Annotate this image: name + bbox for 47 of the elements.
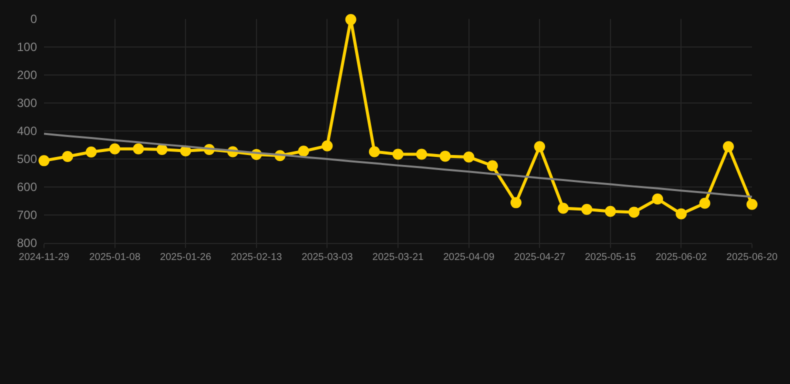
y-tick-label: 800 xyxy=(16,236,38,250)
x-tick-label: 2025-03-03 xyxy=(302,252,354,263)
y-tick-label: 300 xyxy=(16,96,38,110)
x-tick-label: 2025-04-27 xyxy=(514,252,566,263)
y-tick-label: 600 xyxy=(16,180,38,194)
point xyxy=(699,198,710,209)
y-tick-label: 0 xyxy=(30,12,38,26)
point xyxy=(38,155,50,166)
point xyxy=(510,197,522,208)
point xyxy=(604,206,616,217)
point xyxy=(652,194,664,205)
x-tick-label: 2025-04-09 xyxy=(443,252,495,263)
y-tick-label: 500 xyxy=(16,152,38,166)
point xyxy=(581,204,592,215)
y-tick-label: 100 xyxy=(16,40,38,54)
x-tick-label: 2024-11-29 xyxy=(18,252,70,263)
point xyxy=(109,143,120,154)
point xyxy=(746,198,758,210)
point xyxy=(392,148,404,160)
point xyxy=(534,141,546,152)
x-tick-label: 2025-01-26 xyxy=(160,252,212,263)
point xyxy=(86,146,97,158)
point xyxy=(558,202,569,214)
y-tick-label: 200 xyxy=(16,68,38,82)
point xyxy=(440,150,451,162)
y-tick-label: 700 xyxy=(16,208,38,222)
point xyxy=(463,152,474,163)
x-tick-label: 2025-05-15 xyxy=(584,252,636,263)
point xyxy=(486,160,498,172)
point xyxy=(676,208,687,220)
point xyxy=(156,144,168,155)
line-series xyxy=(44,132,752,198)
y-tick-label: 400 xyxy=(16,124,38,138)
x-tick-label: 2025-01-08 xyxy=(89,252,141,263)
point xyxy=(368,146,380,158)
point xyxy=(722,141,734,152)
point xyxy=(416,148,428,160)
point xyxy=(132,143,144,154)
x-tick-label: 2025-02-13 xyxy=(230,252,282,263)
x-tick-label: 2025-06-20 xyxy=(726,252,778,263)
x-tick-label: 2025-03-21 xyxy=(372,252,424,263)
point xyxy=(628,206,640,218)
point xyxy=(322,140,333,152)
point xyxy=(298,146,310,157)
point xyxy=(62,150,74,162)
point xyxy=(345,14,356,26)
x-tick-label: 2025-06-02 xyxy=(656,252,708,263)
